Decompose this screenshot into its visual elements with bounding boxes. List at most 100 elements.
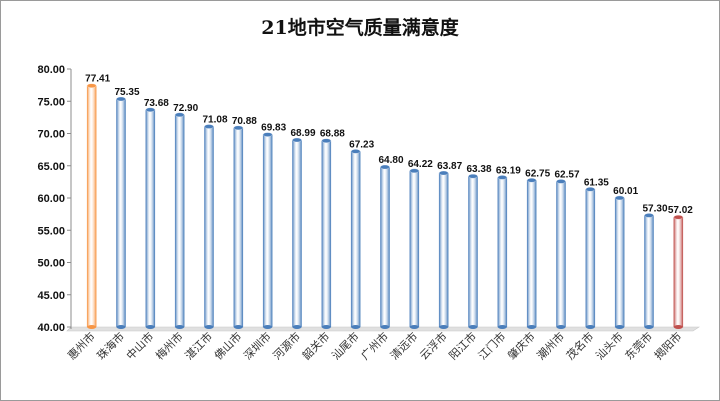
bar-cap bbox=[86, 83, 97, 88]
bar-body bbox=[614, 197, 625, 328]
bar-base bbox=[527, 325, 537, 329]
y-tick-label: 40.00 bbox=[37, 322, 65, 334]
bar-汕尾市 bbox=[350, 149, 361, 329]
bar-base bbox=[351, 325, 361, 329]
bar-body bbox=[644, 215, 654, 328]
bar-body bbox=[585, 189, 596, 328]
y-tick-label: 45.00 bbox=[37, 290, 65, 302]
data-label: 62.75 bbox=[525, 168, 550, 179]
data-label: 57.30 bbox=[642, 203, 667, 214]
bar-cap bbox=[409, 168, 420, 174]
bar-cap bbox=[585, 187, 596, 192]
bar-cap bbox=[262, 132, 273, 137]
bar-base bbox=[175, 325, 185, 329]
bar-base bbox=[409, 325, 419, 329]
x-tick-label: 潮州市 bbox=[534, 329, 567, 362]
bar-body bbox=[321, 140, 332, 328]
bar-base bbox=[292, 325, 302, 329]
bar-base bbox=[380, 325, 390, 329]
bar-云浮市 bbox=[438, 170, 449, 329]
y-tick-label: 50.00 bbox=[37, 258, 65, 270]
data-label: 71.08 bbox=[202, 115, 227, 126]
bar-body bbox=[673, 216, 684, 328]
bar-cap bbox=[174, 112, 185, 118]
bar-cap bbox=[321, 138, 332, 143]
data-label: 63.19 bbox=[496, 165, 521, 176]
x-tick-label: 湛江市 bbox=[182, 329, 215, 362]
bar-base bbox=[556, 325, 566, 329]
data-label: 77.41 bbox=[85, 74, 110, 85]
y-tick-label: 70.00 bbox=[37, 129, 65, 141]
bar-body bbox=[292, 139, 302, 328]
data-label: 60.01 bbox=[613, 186, 638, 197]
bar-cap bbox=[468, 173, 478, 179]
bar-cap bbox=[438, 170, 449, 176]
bar-cap bbox=[614, 195, 625, 201]
bar-base bbox=[497, 325, 507, 329]
bar-base bbox=[233, 325, 243, 329]
bar-中山市 bbox=[145, 107, 156, 329]
bar-body bbox=[86, 85, 97, 328]
bar-湛江市 bbox=[204, 124, 214, 329]
bar-cap bbox=[350, 149, 361, 154]
bar-cap bbox=[497, 175, 508, 180]
y-tick-label: 80.00 bbox=[37, 64, 65, 76]
bar-cap bbox=[380, 164, 390, 170]
bar-body bbox=[204, 126, 214, 328]
bar-韶关市 bbox=[321, 138, 332, 329]
bar-梅州市 bbox=[174, 112, 185, 329]
bar-汕头市 bbox=[614, 195, 625, 329]
bar-肇庆市 bbox=[526, 178, 537, 329]
bar-base bbox=[116, 325, 126, 329]
bar-江门市 bbox=[497, 175, 508, 329]
bar-body bbox=[116, 98, 126, 328]
bar-cap bbox=[145, 107, 156, 113]
x-tick-label: 揭阳市 bbox=[651, 329, 684, 362]
chart-title: 21地市空气质量满意度 bbox=[261, 16, 459, 39]
bar-cap bbox=[673, 214, 684, 220]
x-tick-label: 韶关市 bbox=[299, 329, 332, 362]
bar-茂名市 bbox=[585, 187, 596, 329]
bar-body bbox=[497, 177, 508, 328]
x-tick-label: 惠州市 bbox=[65, 329, 98, 362]
bar-广州市 bbox=[380, 164, 390, 329]
bar-base bbox=[585, 325, 595, 329]
x-tick-label: 深圳市 bbox=[241, 329, 274, 362]
bar-cap bbox=[526, 178, 537, 183]
bar-base bbox=[263, 325, 273, 329]
data-label: 73.68 bbox=[144, 98, 169, 109]
y-tick-label: 55.00 bbox=[37, 225, 65, 237]
data-label: 63.87 bbox=[437, 161, 462, 172]
x-tick-label: 东莞市 bbox=[622, 329, 655, 362]
bar-body bbox=[556, 181, 566, 328]
data-label: 64.22 bbox=[408, 159, 433, 170]
data-label: 62.57 bbox=[554, 169, 579, 180]
bar-阳江市 bbox=[468, 173, 478, 329]
bar-cap bbox=[292, 137, 302, 143]
bar-cap bbox=[233, 125, 244, 131]
bar-base bbox=[468, 325, 478, 329]
bar-清远市 bbox=[409, 168, 420, 329]
x-tick-label: 阳江市 bbox=[446, 329, 479, 362]
bar-潮州市 bbox=[556, 179, 566, 329]
x-tick-label: 茂名市 bbox=[563, 329, 596, 362]
bar-cap bbox=[644, 213, 654, 218]
data-label: 61.35 bbox=[584, 177, 609, 188]
bar-base bbox=[321, 325, 331, 329]
bar-cap bbox=[556, 179, 566, 184]
data-label: 57.02 bbox=[668, 205, 693, 216]
x-tick-label: 中山市 bbox=[123, 329, 156, 362]
bar-body bbox=[380, 166, 390, 328]
bar-body bbox=[468, 175, 478, 328]
bar-佛山市 bbox=[233, 125, 244, 329]
bar-揭阳市 bbox=[673, 214, 684, 329]
bar-base bbox=[87, 325, 97, 329]
bar-base bbox=[145, 325, 155, 329]
bar-body bbox=[438, 172, 449, 328]
bar-body bbox=[409, 170, 420, 328]
x-tick-label: 清远市 bbox=[387, 329, 420, 362]
y-tick-label: 65.00 bbox=[37, 161, 65, 173]
x-tick-label: 梅州市 bbox=[153, 329, 186, 362]
